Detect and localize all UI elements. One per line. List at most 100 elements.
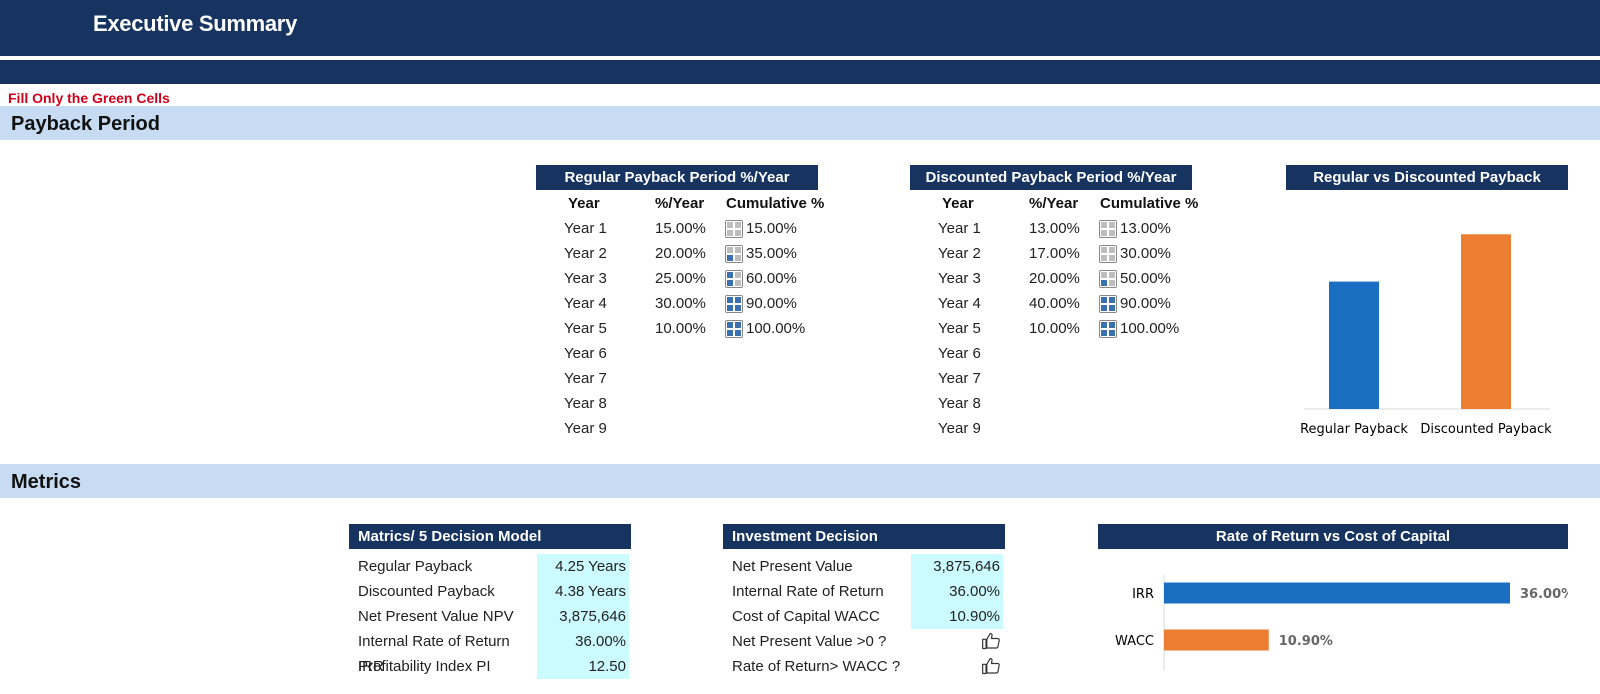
- matrics-table-body: Regular Payback 4.25 Years Discounted Payb…: [349, 554, 631, 679]
- discounted-col-cum: Cumulative %: [1100, 195, 1199, 212]
- table-row: Year 8: [910, 391, 1210, 416]
- pct-year-cell[interactable]: 10.00%: [655, 320, 706, 337]
- table-row: Year 3 20.00% 50.00%: [910, 266, 1210, 291]
- cumulative-value: 15.00%: [746, 220, 797, 237]
- metric-value[interactable]: 36.00%: [537, 629, 629, 654]
- metric-value[interactable]: 3,875,646: [537, 604, 629, 629]
- metric-row: Cost of Capital WACC 10.90%: [723, 604, 1005, 629]
- year-cell: Year 4: [938, 295, 981, 312]
- discounted-table-header: Discounted Payback Period %/Year: [910, 165, 1192, 190]
- metric-row: Net Present Value >0 ?: [723, 629, 1005, 654]
- cumulative-value: 50.00%: [1120, 270, 1171, 287]
- discounted-col-year: Year: [942, 195, 974, 212]
- header-band: [0, 0, 1600, 56]
- table-row: Year 2 20.00% 35.00%: [536, 241, 836, 266]
- year-cell: Year 5: [938, 320, 981, 337]
- table-row: Year 1 13.00% 13.00%: [910, 216, 1210, 241]
- progress-quad-icon: [725, 270, 743, 289]
- metrics-section-band: [0, 464, 1600, 498]
- metric-label: Profitability Index PI: [358, 658, 491, 675]
- fill-note: Fill Only the Green Cells: [8, 90, 170, 106]
- year-cell: Year 5: [564, 320, 607, 337]
- year-cell: Year 3: [564, 270, 607, 287]
- year-cell: Year 9: [938, 420, 981, 437]
- pct-year-cell[interactable]: 30.00%: [655, 295, 706, 312]
- data-label: 10.90%: [1279, 634, 1333, 649]
- discounted-col-pct: %/Year: [1029, 195, 1079, 212]
- metric-value[interactable]: 3,875,646: [911, 554, 1003, 579]
- thumbs-up-icon: [911, 629, 1005, 654]
- cumulative-cell: 30.00%: [1099, 241, 1171, 266]
- cumulative-cell: 90.00%: [1099, 291, 1171, 316]
- cumulative-value: 90.00%: [1120, 295, 1171, 312]
- pct-year-cell[interactable]: 13.00%: [1029, 220, 1080, 237]
- metric-value[interactable]: 12.50: [537, 654, 629, 679]
- table-row: Year 2 17.00% 30.00%: [910, 241, 1210, 266]
- table-row: Year 9: [536, 416, 836, 441]
- cumulative-cell: 60.00%: [725, 266, 797, 291]
- year-cell: Year 2: [564, 245, 607, 262]
- metric-label: Net Present Value: [732, 558, 853, 575]
- payback-section-band: [0, 106, 1600, 140]
- metric-row: Internal Rate of Return IRR 36.00%: [349, 629, 631, 675]
- return-chart: IRR 36.00% WACC 10.90%: [1115, 575, 1568, 671]
- table-row: Year 4 30.00% 90.00%: [536, 291, 836, 316]
- pct-year-cell[interactable]: 17.00%: [1029, 245, 1080, 262]
- metrics-section-title: Metrics: [11, 471, 82, 493]
- year-cell: Year 1: [938, 220, 981, 237]
- table-row: Year 8: [536, 391, 836, 416]
- metric-value[interactable]: 4.38 Years: [537, 579, 629, 604]
- y-tick-label: WACC: [1115, 634, 1154, 649]
- cumulative-value: 13.00%: [1120, 220, 1171, 237]
- pct-year-cell[interactable]: 20.00%: [1029, 270, 1080, 287]
- progress-quad-icon: [1099, 220, 1117, 239]
- table-row: Year 5 10.00% 100.00%: [536, 316, 836, 341]
- table-row: Year 9: [910, 416, 1210, 441]
- table-row: Year 6: [910, 341, 1210, 366]
- year-cell: Year 6: [564, 345, 607, 362]
- metric-row: Profitability Index PI 12.50: [349, 654, 631, 679]
- year-cell: Year 1: [564, 220, 607, 237]
- progress-quad-icon: [725, 245, 743, 264]
- thumbs-up-icon: [911, 654, 1005, 679]
- payback-chart-title: Regular vs Discounted Payback: [1286, 165, 1568, 190]
- metric-label: Net Present Value NPV: [358, 608, 514, 625]
- progress-quad-icon: [1099, 270, 1117, 289]
- matrics-table-header: Matrics/ 5 Decision Model: [349, 524, 631, 549]
- year-cell: Year 9: [564, 420, 607, 437]
- progress-quad-icon: [1099, 295, 1117, 314]
- regular-col-year: Year: [568, 195, 600, 212]
- progress-quad-icon: [1099, 320, 1117, 339]
- discounted-table-body: Year 1 13.00% 13.00% Year 2 17.00% 30.00% Year…: [910, 216, 1210, 441]
- metric-value[interactable]: 36.00%: [911, 579, 1003, 604]
- pct-year-cell[interactable]: 25.00%: [655, 270, 706, 287]
- cumulative-value: 100.00%: [1120, 320, 1180, 337]
- payback-section-title: Payback Period: [11, 113, 160, 135]
- metric-row: Internal Rate of Return 36.00%: [723, 579, 1005, 604]
- pct-year-cell[interactable]: 15.00%: [655, 220, 706, 237]
- data-label: 36.00%: [1520, 587, 1568, 602]
- table-row: Year 6: [536, 341, 836, 366]
- pct-year-cell[interactable]: 10.00%: [1029, 320, 1080, 337]
- pct-year-cell[interactable]: 20.00%: [655, 245, 706, 262]
- cumulative-cell: 50.00%: [1099, 266, 1171, 291]
- table-row: Year 5 10.00% 100.00%: [910, 316, 1210, 341]
- header-subband: [0, 60, 1600, 84]
- cumulative-value: 90.00%: [746, 295, 797, 312]
- metric-label: Net Present Value >0 ?: [732, 633, 887, 650]
- progress-quad-icon: [1099, 245, 1117, 264]
- metric-row: Discounted Payback 4.38 Years: [349, 579, 631, 604]
- cumulative-cell: 90.00%: [725, 291, 797, 316]
- metric-label: Cost of Capital WACC: [732, 608, 880, 625]
- cumulative-cell: 100.00%: [1099, 316, 1179, 341]
- metric-value[interactable]: 10.90%: [911, 604, 1003, 629]
- regular-col-pct: %/Year: [655, 195, 705, 212]
- table-row: Year 3 25.00% 60.00%: [536, 266, 836, 291]
- table-row: Year 4 40.00% 90.00%: [910, 291, 1210, 316]
- table-row: Year 1 15.00% 15.00%: [536, 216, 836, 241]
- metric-label: Regular Payback: [358, 558, 473, 575]
- year-cell: Year 6: [938, 345, 981, 362]
- regular-table-body: Year 1 15.00% 15.00% Year 2 20.00% 35.00% Year…: [536, 216, 836, 441]
- pct-year-cell[interactable]: 40.00%: [1029, 295, 1080, 312]
- metric-value[interactable]: 4.25 Years: [537, 554, 629, 579]
